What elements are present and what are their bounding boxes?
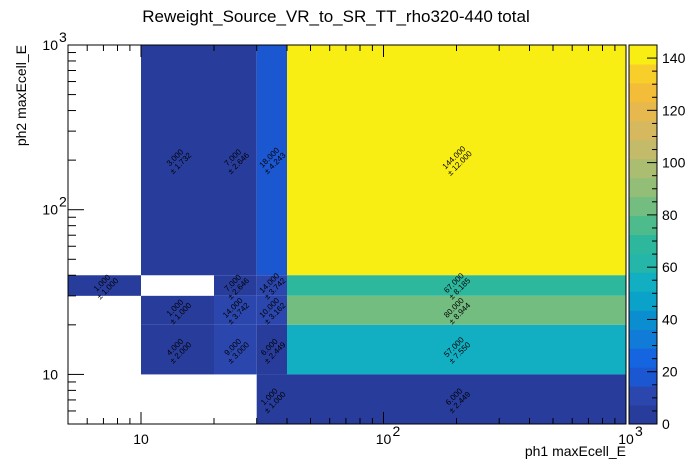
colorbar-step bbox=[629, 348, 657, 368]
colorbar-step bbox=[629, 63, 657, 84]
colorbar-step bbox=[629, 120, 657, 141]
x-tick-exponent: 3 bbox=[635, 423, 643, 439]
x-tick-exponent: 2 bbox=[392, 423, 400, 439]
x-tick-label: 10 bbox=[376, 431, 392, 447]
heatmap-cell bbox=[286, 374, 626, 424]
y-tick-label: 10 bbox=[42, 37, 58, 53]
colorbar-step bbox=[629, 177, 657, 198]
colorbar-tick-label: 140 bbox=[662, 50, 686, 66]
y-tick-label: 10 bbox=[42, 202, 58, 218]
colorbar-step bbox=[629, 405, 657, 425]
colorbar-step bbox=[629, 215, 657, 235]
x-axis-label: ph1 maxEcell_E bbox=[525, 443, 626, 459]
plot-frame bbox=[67, 44, 627, 425]
heatmap-cell bbox=[140, 295, 214, 325]
heatmap-cell bbox=[256, 45, 287, 276]
heatmap-cell bbox=[256, 374, 287, 424]
colorbar-step bbox=[629, 329, 657, 349]
heatmap-cell bbox=[213, 45, 257, 276]
colorbar-step bbox=[629, 386, 657, 406]
heatmap-cell bbox=[140, 45, 214, 276]
colorbar-step bbox=[629, 253, 657, 273]
colorbar-step bbox=[629, 45, 657, 65]
colorbar-tick-label: 0 bbox=[662, 416, 670, 432]
colorbar-frame bbox=[628, 44, 658, 425]
colorbar-step bbox=[629, 82, 657, 103]
colorbar-step bbox=[629, 367, 657, 387]
heatmap-cells bbox=[68, 45, 626, 424]
heatmap-cell bbox=[213, 275, 257, 296]
colorbar: 0 20 40 60 80 100 120 140 bbox=[628, 44, 686, 432]
heatmap-cell bbox=[256, 324, 287, 375]
chart-title: Reweight_Source_VR_to_SR_TT_rho320-440 t… bbox=[142, 7, 529, 26]
colorbar-step bbox=[629, 158, 657, 179]
x-tick-label: 10 bbox=[618, 431, 634, 447]
colorbar-step bbox=[629, 291, 657, 311]
y-tick-exponent: 2 bbox=[59, 194, 67, 210]
heatmap-cell bbox=[256, 295, 287, 325]
y-tick-exponent: 3 bbox=[59, 29, 67, 45]
heatmap-cell bbox=[68, 275, 141, 296]
y-axis-label: ph2 maxEcell_E bbox=[13, 45, 29, 146]
colorbar-step bbox=[629, 310, 657, 330]
heatmap-cell bbox=[256, 275, 287, 296]
heatmap-cell bbox=[140, 324, 214, 375]
heatmap-cell bbox=[286, 45, 626, 276]
colorbar-tick-label: 80 bbox=[662, 207, 678, 223]
colorbar-step bbox=[629, 234, 657, 254]
heatmap-cell bbox=[286, 275, 626, 296]
heatmap-cell bbox=[286, 324, 626, 375]
colorbar-step bbox=[629, 196, 657, 217]
colorbar-step bbox=[629, 101, 657, 122]
colorbar-tick-label: 40 bbox=[662, 311, 678, 327]
colorbar-tick-label: 60 bbox=[662, 259, 678, 275]
heatmap-cell bbox=[213, 295, 257, 325]
colorbar-tick-label: 120 bbox=[662, 102, 686, 118]
heatmap-cell bbox=[286, 295, 626, 325]
y-tick-label: 10 bbox=[42, 366, 58, 382]
colorbar-step bbox=[629, 139, 657, 160]
x-tick-label: 10 bbox=[133, 431, 149, 447]
heatmap-cell bbox=[213, 324, 257, 375]
colorbar-step bbox=[629, 272, 657, 292]
colorbar-tick-label: 100 bbox=[662, 155, 686, 171]
colorbar-tick-label: 20 bbox=[662, 364, 678, 380]
